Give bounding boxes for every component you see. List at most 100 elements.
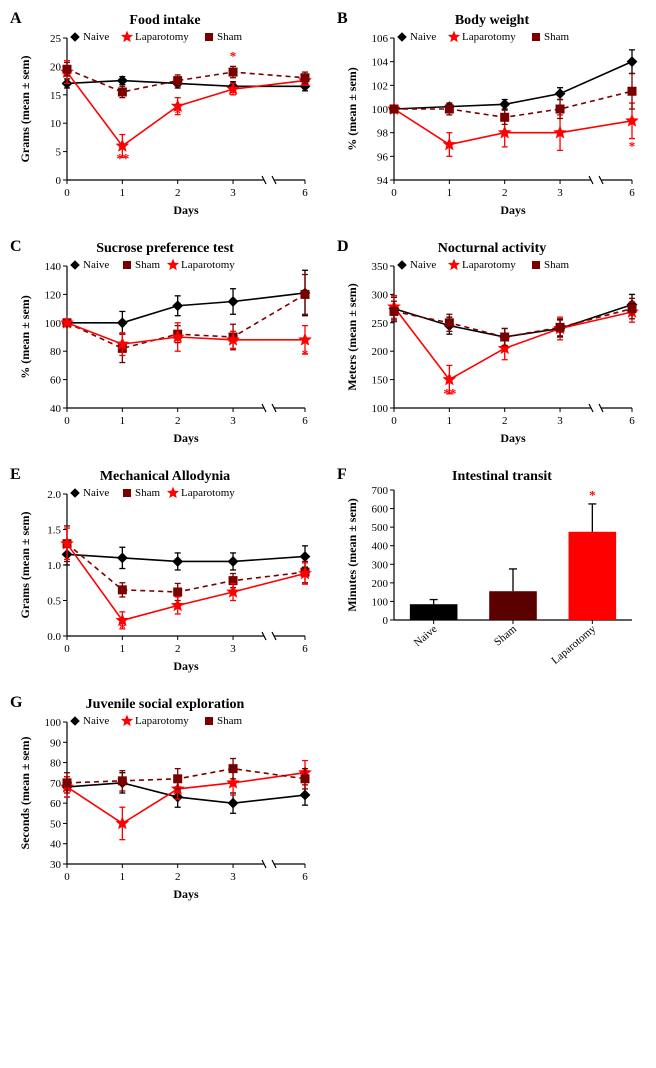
- svg-text:1: 1: [446, 187, 452, 199]
- svg-text:Sham: Sham: [135, 487, 161, 499]
- svg-text:104: 104: [371, 57, 388, 69]
- svg-text:80: 80: [50, 758, 62, 770]
- svg-text:Naive: Naive: [83, 31, 109, 43]
- svg-text:*: *: [119, 620, 126, 635]
- svg-text:40: 40: [50, 839, 62, 851]
- svg-text:Intestinal transit: Intestinal transit: [452, 469, 552, 484]
- svg-text:Naive: Naive: [410, 259, 436, 271]
- svg-text:Naive: Naive: [410, 31, 436, 43]
- svg-text:5: 5: [55, 147, 61, 159]
- svg-text:Days: Days: [173, 659, 199, 673]
- svg-text:350: 350: [371, 261, 388, 273]
- svg-text:Laparotomy: Laparotomy: [181, 487, 235, 499]
- svg-text:60: 60: [50, 375, 62, 387]
- svg-text:Grams (mean ± sem): Grams (mean ± sem): [18, 56, 32, 163]
- svg-text:2: 2: [174, 415, 180, 427]
- figure-grid: AFood intake051015202501236DaysGrams (me…: [10, 10, 646, 904]
- svg-text:Meters (mean ± sem): Meters (mean ± sem): [345, 283, 359, 391]
- svg-text:2: 2: [174, 187, 180, 199]
- svg-text:6: 6: [629, 187, 635, 199]
- svg-text:Naive: Naive: [83, 487, 109, 499]
- panel-C: CSucrose preference test4060801001201400…: [10, 238, 319, 448]
- svg-text:0: 0: [64, 187, 70, 199]
- svg-text:3: 3: [557, 187, 563, 199]
- svg-text:**: **: [443, 387, 456, 402]
- svg-text:Sham: Sham: [217, 31, 243, 43]
- svg-text:Sham: Sham: [544, 259, 570, 271]
- svg-text:150: 150: [371, 375, 388, 387]
- svg-text:Laparotomy: Laparotomy: [135, 31, 189, 43]
- svg-text:6: 6: [302, 871, 308, 883]
- panel-label: D: [337, 238, 349, 256]
- svg-text:*: *: [301, 346, 308, 361]
- svg-text:Days: Days: [173, 431, 199, 445]
- svg-text:80: 80: [50, 346, 62, 358]
- svg-text:1: 1: [119, 871, 125, 883]
- svg-text:96: 96: [377, 151, 389, 163]
- svg-text:1: 1: [446, 415, 452, 427]
- svg-text:20: 20: [50, 61, 62, 73]
- svg-text:300: 300: [371, 289, 388, 301]
- svg-text:Laparotomy: Laparotomy: [462, 31, 516, 43]
- svg-text:94: 94: [377, 175, 389, 187]
- svg-text:Nocturnal activity: Nocturnal activity: [437, 241, 545, 256]
- svg-text:100: 100: [44, 318, 61, 330]
- svg-text:2.0: 2.0: [47, 489, 61, 501]
- svg-text:1: 1: [119, 643, 125, 655]
- svg-text:0: 0: [64, 871, 70, 883]
- svg-text:2: 2: [501, 415, 507, 427]
- svg-text:100: 100: [44, 717, 61, 729]
- svg-text:6: 6: [302, 187, 308, 199]
- svg-text:Grams (mean ± sem): Grams (mean ± sem): [18, 512, 32, 619]
- svg-text:10: 10: [50, 118, 62, 130]
- panel-label: B: [337, 10, 348, 28]
- svg-text:Days: Days: [173, 887, 199, 901]
- svg-text:1: 1: [119, 187, 125, 199]
- svg-text:700: 700: [371, 485, 388, 497]
- svg-text:Laparotomy: Laparotomy: [549, 623, 598, 667]
- svg-text:3: 3: [557, 415, 563, 427]
- svg-text:3: 3: [230, 187, 236, 199]
- panel-F: FIntestinal transit010020030040050060070…: [337, 466, 646, 676]
- svg-text:2: 2: [501, 187, 507, 199]
- svg-text:100: 100: [371, 596, 388, 608]
- svg-text:Food intake: Food intake: [129, 13, 200, 28]
- svg-text:Days: Days: [500, 203, 526, 217]
- svg-text:Body weight: Body weight: [454, 13, 529, 28]
- svg-text:2: 2: [174, 643, 180, 655]
- svg-text:Sucrose preference test: Sucrose preference test: [96, 241, 234, 256]
- svg-text:1.0: 1.0: [47, 560, 61, 572]
- panel-D: DNocturnal activity100150200250300350012…: [337, 238, 646, 448]
- svg-text:Sham: Sham: [544, 31, 570, 43]
- svg-text:106: 106: [371, 33, 388, 45]
- panel-label: E: [10, 466, 21, 484]
- svg-text:100: 100: [371, 104, 388, 116]
- svg-text:*: *: [589, 487, 596, 502]
- svg-text:3: 3: [230, 871, 236, 883]
- svg-text:0.5: 0.5: [47, 596, 61, 608]
- svg-text:0: 0: [391, 415, 397, 427]
- panel-E: EMechanical Allodynia0.00.51.01.52.00123…: [10, 466, 319, 676]
- svg-text:Days: Days: [173, 203, 199, 217]
- svg-text:120: 120: [44, 289, 61, 301]
- svg-text:100: 100: [371, 403, 388, 415]
- svg-text:40: 40: [50, 403, 62, 415]
- svg-text:200: 200: [371, 346, 388, 358]
- svg-text:50: 50: [50, 818, 62, 830]
- svg-text:0: 0: [64, 415, 70, 427]
- svg-text:*: *: [229, 49, 236, 64]
- svg-text:6: 6: [302, 415, 308, 427]
- svg-text:*: *: [628, 138, 635, 153]
- svg-text:400: 400: [371, 541, 388, 553]
- svg-text:% (mean ± sem): % (mean ± sem): [345, 67, 359, 151]
- svg-text:Juvenile social exploration: Juvenile social exploration: [85, 697, 244, 712]
- svg-text:Sham: Sham: [217, 715, 243, 727]
- svg-text:% (mean ± sem): % (mean ± sem): [18, 295, 32, 379]
- svg-text:6: 6: [629, 415, 635, 427]
- svg-text:6: 6: [302, 643, 308, 655]
- svg-text:30: 30: [50, 859, 62, 871]
- svg-text:Laparotomy: Laparotomy: [135, 715, 189, 727]
- svg-text:15: 15: [50, 90, 62, 102]
- svg-text:Minutes (mean ± sem): Minutes (mean ± sem): [345, 498, 359, 612]
- svg-text:3: 3: [230, 415, 236, 427]
